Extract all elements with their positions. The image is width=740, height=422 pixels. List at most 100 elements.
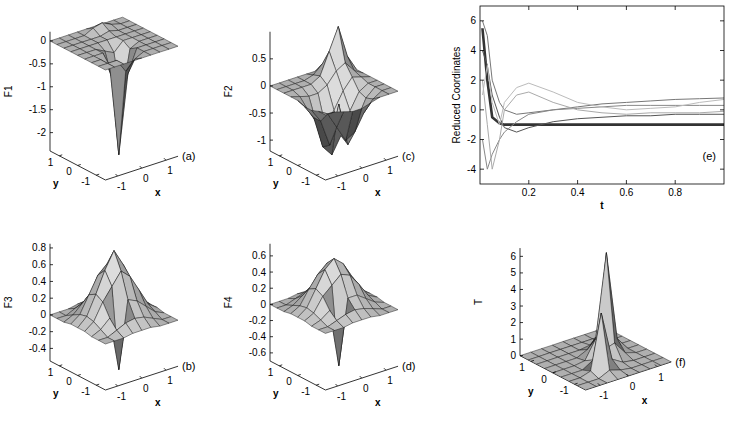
z-tick <box>50 40 53 41</box>
y-tick-label: 1 <box>519 362 525 373</box>
x-axis-line <box>105 156 178 180</box>
axes <box>50 244 178 390</box>
y-axis-title: y <box>273 388 279 399</box>
z-tick-label: 4 <box>510 284 516 295</box>
x-tick-label: -1 <box>117 181 126 192</box>
x-tick <box>528 6 529 184</box>
surface-panel: 0123456-101-101xyT(f) <box>473 248 686 406</box>
z-tick-label: 0 <box>40 309 46 320</box>
panel-label: (a) <box>182 150 195 162</box>
surface-cell <box>110 60 126 154</box>
z-tick-label: -0.4 <box>249 331 267 342</box>
y-tick-label: 1 <box>268 157 274 168</box>
plot-frame <box>480 6 724 184</box>
y-tick-label: 0 <box>541 374 547 385</box>
page: {"chart_data": [ {"type": "surface", "an… <box>0 0 740 422</box>
surface-cell <box>591 313 610 379</box>
x-tick-label: 0 <box>143 173 149 184</box>
series-line <box>482 21 724 114</box>
y-tick-label: -1 <box>81 386 90 397</box>
series-line <box>482 65 724 124</box>
x-tick <box>336 384 338 386</box>
y-tick <box>480 109 724 110</box>
x-tick-label: 1 <box>167 375 173 386</box>
z-axis-title: F1 <box>3 85 14 97</box>
y-tick <box>316 384 319 385</box>
x-axis-line <box>325 156 398 180</box>
z-axis-line <box>270 32 271 151</box>
y-tick-label: -1 <box>560 385 569 396</box>
surface-cell <box>577 382 596 390</box>
z-tick <box>270 336 273 337</box>
x-tick-label: 0.8 <box>668 187 682 198</box>
z-tick <box>50 109 53 110</box>
z-tick <box>50 132 53 133</box>
surface-cell <box>373 91 389 99</box>
y-tick-label: -4 <box>467 164 476 175</box>
x-tick <box>675 6 676 184</box>
x-tick <box>655 365 657 367</box>
y-tick-label: -1 <box>81 176 90 187</box>
z-tick-label: -0.2 <box>249 315 267 326</box>
x-axis-line <box>105 366 178 390</box>
z-tick-label: 0.5 <box>252 53 266 64</box>
y-tick <box>480 139 724 140</box>
x-tick <box>116 174 118 176</box>
z-tick-label: 0 <box>40 35 46 46</box>
y-tick <box>59 365 62 366</box>
z-axis-line <box>520 248 521 356</box>
surface-cell <box>319 111 335 115</box>
z-axis-title: T <box>473 299 484 305</box>
axes <box>50 32 178 180</box>
ticks: -0.6-0.4-0.200.20.40.6-101-101 <box>249 250 393 402</box>
x-axis-title: x <box>642 395 648 406</box>
y-tick <box>531 360 534 361</box>
x-tick-label: 1 <box>167 165 173 176</box>
x-tick-label: 0.6 <box>619 187 633 198</box>
line-panel: 0.20.40.60.8-4-20246tReduced Coordinates… <box>451 6 724 211</box>
z-tick <box>520 306 523 307</box>
x-tick <box>626 374 628 376</box>
surface <box>270 259 398 366</box>
z-tick-label: -1 <box>257 135 266 146</box>
z-tick <box>270 304 273 305</box>
series-line <box>482 51 724 133</box>
z-tick <box>270 58 273 59</box>
surface-cell <box>319 327 335 334</box>
x-tick-label: 1 <box>658 372 664 383</box>
y-axis-title: y <box>528 386 534 397</box>
z-tick <box>270 352 273 353</box>
x-tick-label: -1 <box>337 391 346 402</box>
figure: -2-1.5-1-0.50-101-101xyF1(a)-0.4-0.200.2… <box>0 0 740 422</box>
z-tick <box>50 86 53 87</box>
y-tick-label: 0 <box>286 166 292 177</box>
y-tick <box>298 374 301 375</box>
z-tick <box>520 322 523 323</box>
x-tick-label: 0 <box>630 381 636 392</box>
y-axis-line <box>50 151 105 180</box>
x-axis-title: x <box>375 397 381 408</box>
z-axis-title: F4 <box>223 296 234 308</box>
y-axis-line <box>270 151 325 180</box>
y-tick <box>480 20 724 21</box>
surface-cell <box>99 337 115 344</box>
x-tick <box>164 368 166 370</box>
surface-cell <box>135 52 151 60</box>
surface-panel: -1-0.500.5-101-101xyF2(c) <box>223 27 415 199</box>
z-tick-label: -0.5 <box>249 108 267 119</box>
y-tick-label: -1 <box>301 176 310 187</box>
z-axis-line <box>50 244 51 361</box>
z-tick-label: 0.2 <box>252 283 266 294</box>
panel-label: (d) <box>402 360 415 372</box>
panel-label: (f) <box>675 356 685 368</box>
surface <box>50 251 178 370</box>
z-tick-label: -0.5 <box>29 58 47 69</box>
z-tick <box>50 247 53 248</box>
z-axis-title: F2 <box>223 85 234 97</box>
x-tick-label: 0 <box>143 383 149 394</box>
y-axis-title: Reduced Coordinates <box>451 47 462 144</box>
axes <box>520 248 671 390</box>
z-tick-label: 0.8 <box>32 242 46 253</box>
z-axis-line <box>50 32 51 151</box>
x-tick-label: -1 <box>117 391 126 402</box>
